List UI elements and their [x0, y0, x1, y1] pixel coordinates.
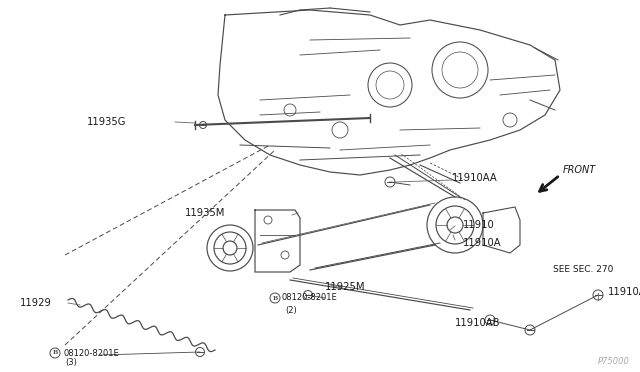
- Text: B: B: [273, 295, 278, 301]
- Text: 11910AC: 11910AC: [608, 287, 640, 297]
- Text: P75000: P75000: [598, 357, 630, 366]
- Text: 11910AB: 11910AB: [455, 318, 500, 328]
- Text: 11925M: 11925M: [325, 282, 365, 292]
- Text: 11935M: 11935M: [185, 208, 225, 218]
- Text: (2): (2): [285, 305, 297, 314]
- Text: B: B: [52, 350, 58, 356]
- Text: 11929: 11929: [20, 298, 52, 308]
- Text: SEE SEC. 270: SEE SEC. 270: [553, 266, 613, 275]
- Text: 11910: 11910: [463, 220, 495, 230]
- Text: FRONT: FRONT: [563, 165, 596, 175]
- Text: (3): (3): [65, 359, 77, 368]
- Text: 11910A: 11910A: [463, 238, 502, 248]
- Text: 08120-8201E: 08120-8201E: [282, 294, 338, 302]
- Text: 11935G: 11935G: [87, 117, 127, 127]
- Text: 11910AA: 11910AA: [452, 173, 498, 183]
- Text: 08120-8201E: 08120-8201E: [63, 349, 119, 357]
